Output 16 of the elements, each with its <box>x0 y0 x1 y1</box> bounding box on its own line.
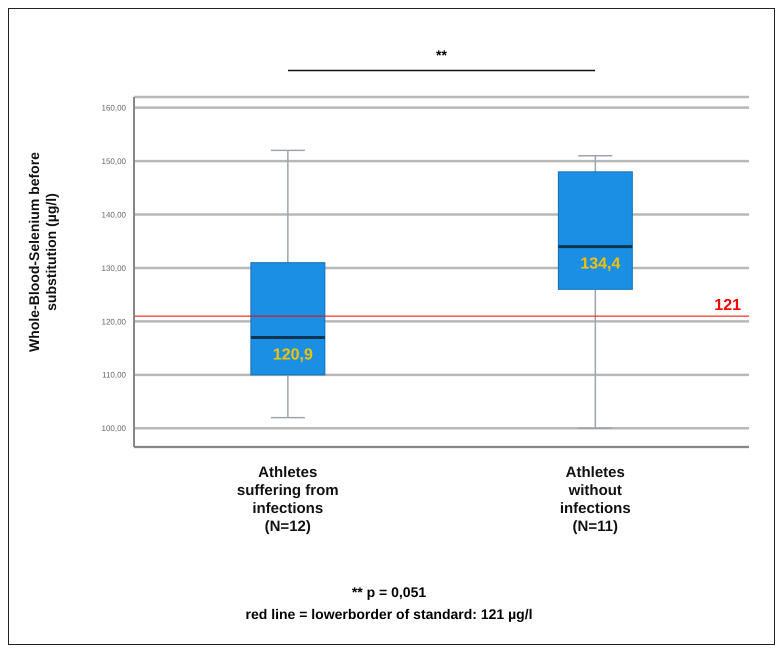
text: 120,9 <box>272 346 313 364</box>
y-tick-label: 110,00 <box>102 370 127 380</box>
y-axis-title: Whole-Blood-Selenium before substitution (µg/l) <box>26 152 59 352</box>
text: 134,4 <box>580 256 620 273</box>
y-tick-label: 160,00 <box>102 104 127 113</box>
text: ** <box>435 47 448 63</box>
ref-line-label: 121 <box>714 297 742 314</box>
y-tick-label: 150,00 <box>102 156 127 166</box>
text: red line = lowerborder of standard: 121 µg/l <box>244 605 534 624</box>
y-tick-label: 120,00 <box>102 317 127 326</box>
x-tick-label: Athletes without infections (N=11) <box>560 464 631 535</box>
x-tick-label: Athletes suffering from infections (N=12) <box>236 464 339 535</box>
text: ** p = 0,051 <box>350 583 428 602</box>
y-tick-label: 140,00 <box>102 210 127 220</box>
y-tick-label: 100,00 <box>102 424 127 434</box>
y-tick-label: 130,00 <box>102 264 127 273</box>
